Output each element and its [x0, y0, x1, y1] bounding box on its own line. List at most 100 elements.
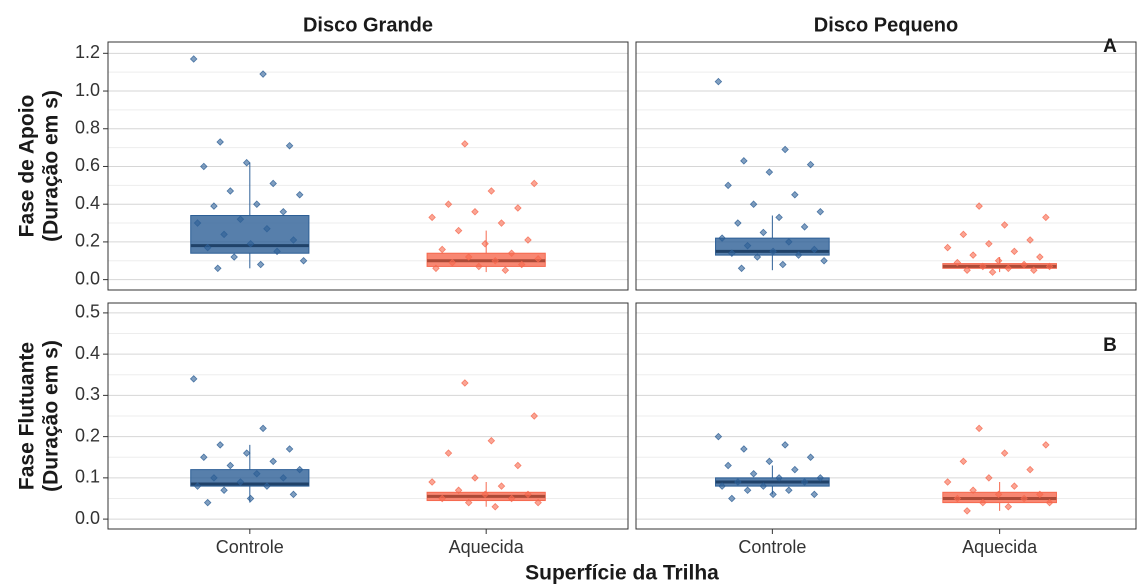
point	[461, 379, 469, 387]
point	[1045, 262, 1054, 271]
point	[800, 223, 809, 231]
y-axis-title: (Duração em s)	[40, 340, 63, 492]
point	[1000, 221, 1009, 229]
point	[781, 441, 789, 449]
point	[791, 465, 799, 474]
point	[236, 478, 245, 486]
point	[959, 457, 968, 466]
point	[438, 245, 446, 254]
point	[246, 240, 255, 248]
y-tick-label: 0.0	[75, 508, 100, 528]
y-axis-title: (Duração em s)	[40, 90, 63, 242]
point	[289, 236, 298, 244]
point	[1010, 247, 1019, 256]
point	[810, 490, 819, 499]
point	[1036, 490, 1044, 499]
point	[743, 486, 752, 494]
y-axis-title: Fase Flutuante	[16, 342, 39, 490]
point	[718, 482, 726, 490]
point	[749, 469, 758, 478]
point	[969, 251, 977, 259]
x-tick-label: Controle	[216, 537, 284, 557]
point	[487, 436, 496, 445]
point	[193, 482, 202, 490]
point	[299, 257, 308, 265]
point	[988, 268, 997, 276]
point	[471, 207, 479, 216]
point	[1020, 494, 1028, 503]
point	[943, 243, 952, 252]
point	[1000, 449, 1009, 457]
point	[259, 424, 267, 433]
point	[994, 490, 1003, 499]
y-tick-label: 0.2	[75, 425, 100, 445]
y-tick-label: 0.2	[75, 231, 100, 251]
panel-title: Disco Grande	[303, 14, 433, 36]
point	[1004, 264, 1013, 273]
point	[242, 158, 251, 167]
point	[242, 449, 251, 457]
point	[975, 424, 983, 433]
y-tick-label: 1.2	[75, 42, 100, 62]
point	[226, 461, 235, 470]
point	[230, 253, 238, 261]
point	[530, 412, 539, 420]
panel-title: Disco Pequeno	[814, 14, 958, 36]
x-tick-label: Controle	[738, 537, 806, 557]
point	[524, 490, 532, 499]
point	[524, 236, 532, 244]
point	[765, 168, 774, 176]
point	[759, 228, 768, 237]
panel-annotation: B	[1103, 335, 1117, 356]
point	[279, 207, 288, 216]
point	[820, 257, 828, 265]
point	[481, 490, 489, 499]
y-tick-label: 0.5	[75, 302, 100, 322]
point	[728, 249, 736, 257]
point	[753, 253, 762, 261]
point	[734, 219, 742, 227]
point	[1045, 498, 1054, 507]
point	[1036, 253, 1044, 261]
point	[979, 262, 987, 271]
point	[444, 200, 453, 208]
point	[295, 190, 304, 199]
point	[507, 494, 516, 503]
point	[263, 224, 271, 233]
point	[289, 490, 298, 499]
point	[454, 226, 463, 235]
point	[285, 445, 294, 453]
panel-border	[107, 41, 629, 291]
point	[481, 240, 489, 248]
point	[737, 264, 746, 273]
point	[975, 202, 983, 210]
point	[810, 245, 819, 254]
point	[979, 498, 987, 507]
point	[749, 200, 758, 208]
point	[985, 474, 993, 482]
point	[269, 457, 277, 466]
point	[189, 55, 198, 63]
point	[806, 453, 815, 462]
point	[216, 441, 224, 449]
point	[724, 461, 732, 470]
point	[216, 138, 224, 146]
point	[220, 230, 228, 239]
point	[491, 257, 499, 265]
point	[530, 179, 539, 188]
point	[769, 490, 777, 499]
point	[791, 190, 799, 199]
point	[953, 258, 962, 267]
y-tick-label: 1.0	[75, 80, 100, 100]
point	[246, 494, 255, 503]
point	[734, 478, 742, 486]
point	[743, 241, 752, 250]
point	[1020, 260, 1028, 269]
panel-annotation: A	[1103, 36, 1117, 57]
point	[200, 453, 208, 462]
point	[514, 204, 522, 212]
y-tick-label: 0.8	[75, 118, 100, 138]
point	[285, 141, 294, 150]
point	[728, 494, 736, 503]
